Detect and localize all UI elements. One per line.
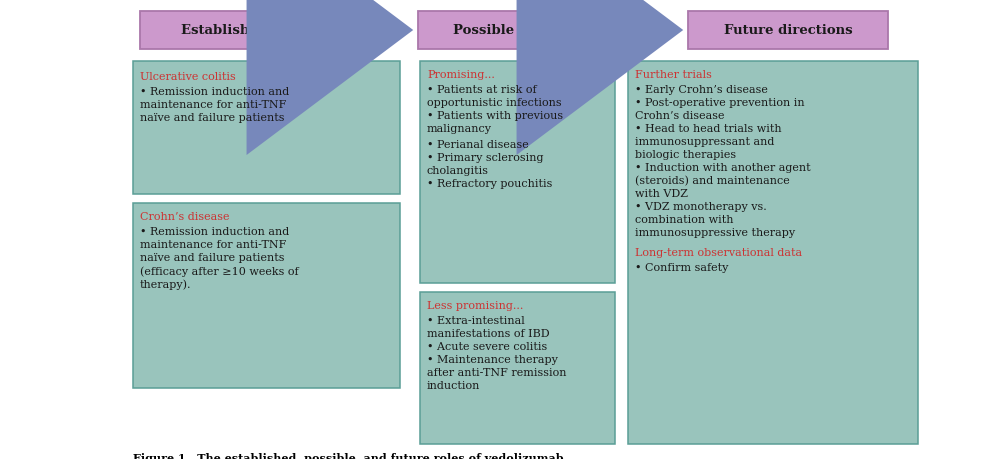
Text: combination with: combination with xyxy=(635,214,734,224)
Text: immunosuppressant and: immunosuppressant and xyxy=(635,137,774,147)
Text: Possible roles?: Possible roles? xyxy=(453,24,563,38)
Text: Further trials: Further trials xyxy=(635,70,712,80)
Text: after anti-TNF remission: after anti-TNF remission xyxy=(427,367,567,377)
Bar xyxy=(133,203,400,388)
Text: immunosuppressive therapy: immunosuppressive therapy xyxy=(635,228,795,237)
Text: • Patients with previous: • Patients with previous xyxy=(427,111,563,121)
Text: Long-term observational data: Long-term observational data xyxy=(635,247,802,257)
Text: Promising...: Promising... xyxy=(427,70,495,80)
Text: • Perianal disease: • Perianal disease xyxy=(427,140,529,150)
Text: maintenance for anti-TNF: maintenance for anti-TNF xyxy=(140,240,286,249)
Text: Less promising...: Less promising... xyxy=(427,300,523,310)
Text: • Extra-intestinal: • Extra-intestinal xyxy=(427,315,525,325)
Text: • Remission induction and: • Remission induction and xyxy=(140,87,289,97)
Text: Ulcerative colitis: Ulcerative colitis xyxy=(140,72,236,82)
Text: • Maintenance therapy: • Maintenance therapy xyxy=(427,354,558,364)
Text: induction: induction xyxy=(427,380,480,390)
Text: therapy).: therapy). xyxy=(140,279,192,289)
Bar xyxy=(628,62,918,444)
Text: (steroids) and maintenance: (steroids) and maintenance xyxy=(635,176,789,186)
Text: cholangitis: cholangitis xyxy=(427,166,489,176)
Text: Crohn’s disease: Crohn’s disease xyxy=(635,111,725,121)
Text: malignancy: malignancy xyxy=(427,124,492,134)
Text: • Confirm safety: • Confirm safety xyxy=(635,263,729,272)
Text: naïve and failure patients: naïve and failure patients xyxy=(140,113,284,123)
Bar xyxy=(133,62,400,195)
Text: • Post-operative prevention in: • Post-operative prevention in xyxy=(635,98,804,108)
Bar xyxy=(140,12,350,50)
Text: biologic therapies: biologic therapies xyxy=(635,150,737,160)
Text: maintenance for anti-TNF: maintenance for anti-TNF xyxy=(140,100,286,110)
Text: opportunistic infections: opportunistic infections xyxy=(427,98,562,108)
Bar xyxy=(420,292,615,444)
Text: • Refractory pouchitis: • Refractory pouchitis xyxy=(427,179,552,189)
Text: Established roles: Established roles xyxy=(182,24,308,38)
Text: • Remission induction and: • Remission induction and xyxy=(140,226,289,236)
Bar xyxy=(420,62,615,283)
Text: • VDZ monotherapy vs.: • VDZ monotherapy vs. xyxy=(635,202,766,212)
Text: • Patients at risk of: • Patients at risk of xyxy=(427,85,537,95)
Bar xyxy=(688,12,888,50)
Text: (efficacy after ≥10 weeks of: (efficacy after ≥10 weeks of xyxy=(140,265,298,276)
Text: • Primary sclerosing: • Primary sclerosing xyxy=(427,153,544,162)
Text: Figure 1.  The established, possible, and future roles of vedolizumab.: Figure 1. The established, possible, and… xyxy=(133,452,568,459)
Text: • Induction with another agent: • Induction with another agent xyxy=(635,162,810,173)
Text: • Head to head trials with: • Head to head trials with xyxy=(635,124,781,134)
Bar xyxy=(418,12,598,50)
Text: • Acute severe colitis: • Acute severe colitis xyxy=(427,341,547,351)
Text: manifestations of IBD: manifestations of IBD xyxy=(427,328,550,338)
Text: naïve and failure patients: naïve and failure patients xyxy=(140,252,284,263)
Text: • Early Crohn’s disease: • Early Crohn’s disease xyxy=(635,85,767,95)
Text: Crohn’s disease: Crohn’s disease xyxy=(140,212,230,222)
Text: with VDZ: with VDZ xyxy=(635,189,688,199)
Text: Future directions: Future directions xyxy=(724,24,852,38)
